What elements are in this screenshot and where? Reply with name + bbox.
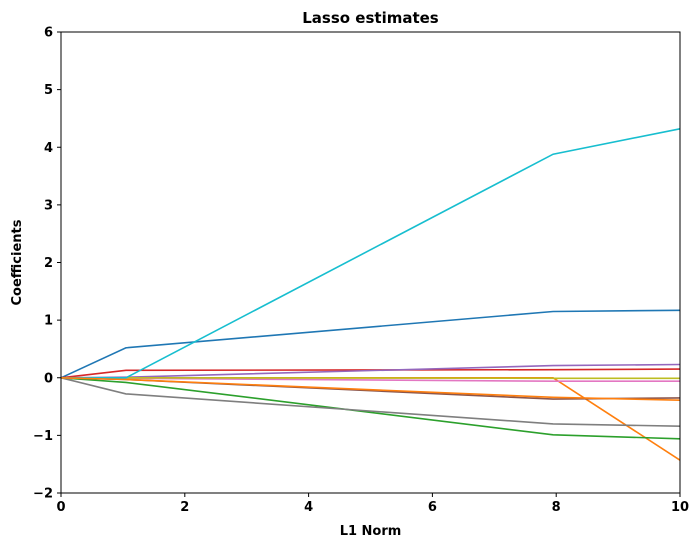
chart-title: Lasso estimates	[302, 9, 439, 27]
x-tick-label: 4	[304, 500, 313, 515]
series-lines	[60, 128, 681, 461]
y-tick-label: 3	[44, 198, 53, 213]
series-line-9	[61, 376, 680, 380]
y-axis-ticks: −2 −1 0 1 2 3 4 5 6	[33, 26, 61, 502]
series-line-8	[60, 377, 681, 427]
y-tick-label: 4	[44, 141, 53, 156]
series-line-1	[60, 309, 681, 379]
x-tick-label: 6	[428, 500, 437, 515]
y-tick-label: 1	[44, 314, 53, 329]
y-tick-label: 0	[44, 371, 53, 386]
y-tick-label: 5	[44, 83, 53, 98]
series-line-5	[60, 363, 681, 379]
x-axis-label: L1 Norm	[340, 524, 402, 539]
x-tick-label: 2	[180, 500, 189, 515]
series-line-3	[60, 377, 681, 440]
series-line-11	[60, 377, 681, 401]
x-tick-label: 8	[552, 500, 561, 515]
y-tick-label: −1	[33, 429, 53, 444]
series-line-10	[61, 128, 681, 379]
x-tick-label: 0	[56, 500, 65, 515]
x-axis-ticks: 0 2 4 6 8 10	[56, 493, 689, 515]
x-tick-label: 10	[671, 500, 689, 515]
y-tick-label: 6	[44, 26, 53, 41]
y-tick-label: 2	[44, 256, 53, 271]
y-axis-label: Coefficients	[10, 219, 25, 305]
series-line-4	[60, 368, 681, 379]
y-tick-label: −2	[33, 487, 53, 502]
